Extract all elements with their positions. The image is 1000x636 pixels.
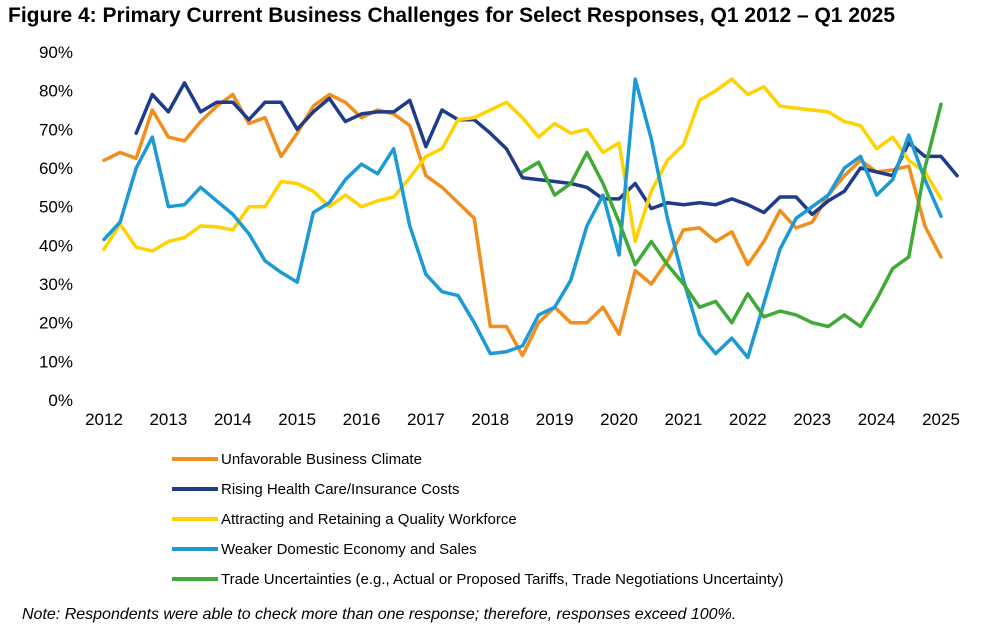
legend-swatch — [172, 457, 218, 461]
y-tick-label: 80% — [39, 82, 73, 101]
legend-item: Unfavorable Business Climate — [172, 444, 784, 474]
legend-label: Unfavorable Business Climate — [221, 450, 422, 468]
legend-label: Rising Health Care/Insurance Costs — [221, 480, 460, 498]
legend-item: Weaker Domestic Economy and Sales — [172, 534, 784, 564]
x-tick-label: 2013 — [149, 410, 187, 429]
legend-item: Trade Uncertainties (e.g., Actual or Pro… — [172, 564, 784, 594]
x-tick-label: 2023 — [793, 410, 831, 429]
legend-swatch — [172, 547, 218, 551]
y-tick-label: 90% — [39, 43, 73, 62]
x-tick-label: 2024 — [858, 410, 896, 429]
x-tick-label: 2019 — [536, 410, 574, 429]
legend-label: Weaker Domestic Economy and Sales — [221, 540, 477, 558]
series-line-3 — [102, 77, 943, 253]
y-tick-label: 50% — [39, 198, 73, 217]
x-tick-label: 2022 — [729, 410, 767, 429]
x-tick-label: 2016 — [343, 410, 381, 429]
y-tick-label: 0% — [48, 391, 73, 410]
chart-legend: Unfavorable Business Climate Rising Healt… — [172, 444, 784, 594]
y-tick-label: 40% — [39, 236, 73, 255]
chart-title: Figure 4: Primary Current Business Chall… — [8, 4, 896, 27]
legend-item: Rising Health Care/Insurance Costs — [172, 474, 784, 504]
y-tick-label: 10% — [39, 352, 73, 371]
legend-label: Trade Uncertainties (e.g., Actual or Pro… — [221, 570, 784, 588]
x-tick-label: 2020 — [600, 410, 638, 429]
y-tick-label: 20% — [39, 314, 73, 333]
x-tick-label: 2015 — [278, 410, 316, 429]
series-line-1 — [102, 92, 943, 358]
legend-swatch — [172, 487, 218, 491]
legend-swatch — [172, 577, 218, 581]
y-tick-label: 30% — [39, 275, 73, 294]
chart-note: Note: Respondents were able to check mor… — [22, 606, 737, 623]
series-line-2 — [134, 81, 959, 217]
line-chart: 0% 10% 20% 30% 40% 50% 60% 70% 80% 90% 2012 2013 201… — [39, 43, 960, 429]
y-tick-label: 60% — [39, 159, 73, 178]
legend-swatch — [172, 517, 218, 521]
x-tick-label: 2021 — [665, 410, 703, 429]
series-line-5 — [520, 102, 943, 329]
series-line-4 — [102, 77, 943, 360]
x-tick-label: 2012 — [85, 410, 123, 429]
x-tick-label: 2014 — [214, 410, 252, 429]
y-tick-label: 70% — [39, 120, 73, 139]
x-tick-label: 2017 — [407, 410, 445, 429]
legend-item: Attracting and Retaining a Quality Workf… — [172, 504, 784, 534]
legend-label: Attracting and Retaining a Quality Workf… — [221, 510, 517, 528]
x-tick-label: 2018 — [471, 410, 509, 429]
x-tick-label: 2025 — [922, 410, 960, 429]
